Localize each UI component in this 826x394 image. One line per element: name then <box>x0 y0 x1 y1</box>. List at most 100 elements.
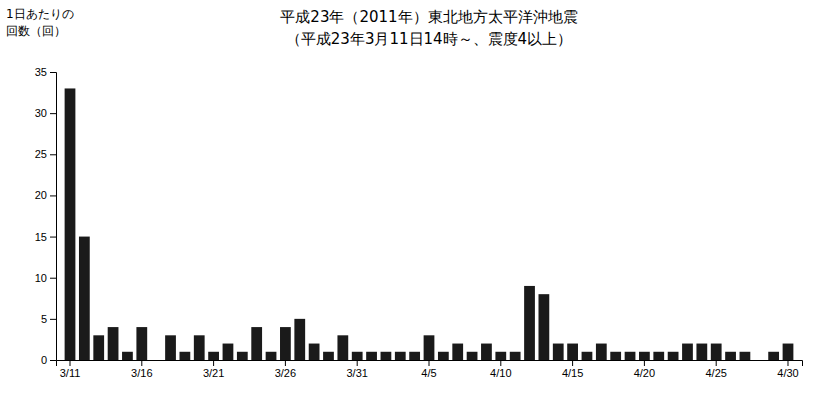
x-tick-label: 3/26 <box>275 367 296 379</box>
x-tick: 3/16 <box>131 360 152 379</box>
y-tick: 5 <box>41 313 56 325</box>
tick-mark <box>285 360 286 366</box>
y-tick: 35 <box>35 66 56 78</box>
bar <box>625 352 636 360</box>
x-tick-label: 3/16 <box>131 367 152 379</box>
bar <box>582 352 593 360</box>
bar <box>409 352 420 360</box>
tick-mark <box>644 360 645 366</box>
tick-mark <box>50 278 56 279</box>
bar <box>323 352 334 360</box>
bar <box>740 352 751 360</box>
x-tick-label: 4/10 <box>490 367 511 379</box>
bar <box>93 335 104 360</box>
axis-line <box>57 361 803 367</box>
y-tick: 10 <box>35 272 56 284</box>
x-tick-label: 3/21 <box>203 367 224 379</box>
bar <box>768 352 779 360</box>
x-tick-label: 3/31 <box>346 367 367 379</box>
title: 平成23年（2011年）東北地方太平洋沖地震 <box>280 8 577 26</box>
tick-mark <box>50 113 56 114</box>
bar <box>79 237 90 360</box>
bars <box>65 88 794 360</box>
y-axis-title: 1日あたりの <box>6 7 74 21</box>
bar <box>309 344 320 360</box>
tick-mark <box>572 360 573 366</box>
tick-mark <box>50 72 56 73</box>
x-tick: 3/31 <box>346 360 367 379</box>
x-tick: 4/10 <box>490 360 511 379</box>
y-tick-label: 30 <box>35 107 47 119</box>
bar <box>223 344 234 360</box>
y-tick: 30 <box>35 107 56 119</box>
x-axis: 3/11 3/16 3/21 3/26 3/31 4/5 4/10 4/15 4/20 4/25 4… <box>57 360 803 379</box>
tick-mark <box>716 360 717 366</box>
tick-mark <box>50 237 56 238</box>
tick-mark <box>50 195 56 196</box>
y-tick: 0 <box>41 354 56 366</box>
bar <box>122 352 133 360</box>
x-tick: 3/26 <box>275 360 296 379</box>
y-tick-label: 10 <box>35 272 47 284</box>
bar <box>208 352 219 360</box>
chart: 平成23年（2011年）東北地方太平洋沖地震 （平成23年3月11日14時～、震度… <box>0 0 826 394</box>
bar <box>567 344 578 360</box>
bar <box>668 352 679 360</box>
y-tick-label: 20 <box>35 189 47 201</box>
bar <box>682 344 693 360</box>
bar <box>165 335 176 360</box>
tick-mark <box>500 360 501 366</box>
bar <box>438 352 449 360</box>
bar <box>510 352 521 360</box>
x-tick: 3/11 <box>60 360 81 379</box>
y-tick-label: 35 <box>35 66 47 78</box>
x-tick: 4/5 <box>421 360 436 379</box>
bar <box>452 344 463 360</box>
y-axis-title: 回数（回） <box>6 24 66 38</box>
bar <box>481 344 492 360</box>
tick-mark <box>50 360 56 361</box>
bar <box>783 344 794 360</box>
y-tick-label: 15 <box>35 231 47 243</box>
tick-mark <box>357 360 358 366</box>
bar <box>653 352 664 360</box>
bar <box>639 352 650 360</box>
y-tick: 25 <box>35 148 56 160</box>
tick-mark <box>50 319 56 320</box>
x-tick-label: 4/5 <box>421 367 436 379</box>
bar <box>280 327 291 360</box>
bar <box>237 352 248 360</box>
x-tick: 4/20 <box>634 360 655 379</box>
x-tick-label: 4/30 <box>777 367 798 379</box>
bar <box>194 335 205 360</box>
y-axis: 0 5 10 15 20 25 30 35 <box>35 66 57 366</box>
bar <box>108 327 119 360</box>
bar <box>136 327 147 360</box>
bar <box>251 327 262 360</box>
tick-mark <box>50 154 56 155</box>
subtitle: （平成23年3月11日14時～、震度4以上） <box>286 30 572 48</box>
x-tick-label: 4/20 <box>634 367 655 379</box>
plot: 3/11 3/16 3/21 3/26 3/31 4/5 4/10 4/15 4/20 4/25 4… <box>35 66 803 379</box>
bar <box>395 352 406 360</box>
x-tick: 3/21 <box>203 360 224 379</box>
x-tick-label: 4/25 <box>705 367 726 379</box>
bar <box>596 344 607 360</box>
tick-mark <box>429 360 430 366</box>
tick-mark <box>213 360 214 366</box>
bar <box>151 360 162 361</box>
tick-mark <box>70 360 71 366</box>
bar <box>538 294 549 360</box>
x-tick: 4/15 <box>562 360 583 379</box>
tick-mark <box>141 360 142 366</box>
x-tick-label: 3/11 <box>60 367 81 379</box>
bar <box>754 360 765 361</box>
bar <box>610 352 621 360</box>
bar <box>495 352 506 360</box>
bar <box>352 352 363 360</box>
bar <box>366 352 377 360</box>
bar <box>711 344 722 360</box>
bar <box>553 344 564 360</box>
bar <box>337 335 348 360</box>
axis-line <box>50 73 57 361</box>
